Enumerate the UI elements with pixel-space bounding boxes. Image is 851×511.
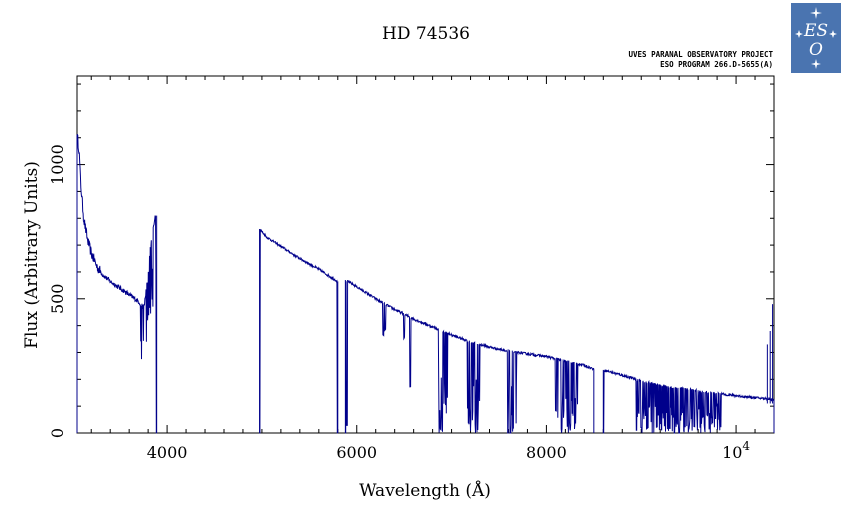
x-axis-label: Wavelength (Å): [359, 480, 491, 501]
x-tick-labels: 4000 6000 8000 104: [147, 439, 751, 462]
x-tick-label: 104: [722, 439, 750, 462]
y-tick-label: 500: [48, 284, 67, 315]
spectrum-segment: [259, 228, 338, 434]
chart-title: HD 74536: [382, 24, 470, 44]
y-tick-label: 1000: [48, 144, 67, 185]
x-tick-label: 6000: [336, 443, 377, 462]
axis-ticks: [77, 76, 775, 433]
logo-text-es: ES: [803, 21, 828, 41]
logo-stars: [795, 7, 837, 69]
y-tick-label: 0: [48, 428, 67, 438]
spectrum-series: [76, 134, 775, 434]
eso-logo: ES O: [791, 3, 841, 73]
spectrum-segment: [76, 134, 157, 434]
x-tick-label: 8000: [526, 443, 567, 462]
eso-logo-graphic: ES O: [795, 7, 837, 69]
credit-line-1: UVES PARANAL OBSERVATORY PROJECT: [629, 50, 774, 59]
y-tick-labels: 0 500 1000: [48, 144, 67, 438]
credit-line-2: ESO PROGRAM 266.D-5655(A): [660, 60, 773, 69]
y-axis-label: Flux (Arbitrary Units): [22, 161, 42, 349]
spectrum-segment: [603, 369, 775, 434]
x-tick-label: 4000: [147, 443, 188, 462]
spectrum-segment: [345, 279, 595, 434]
logo-text-o: O: [809, 40, 823, 60]
plot-frame: [76, 75, 775, 434]
